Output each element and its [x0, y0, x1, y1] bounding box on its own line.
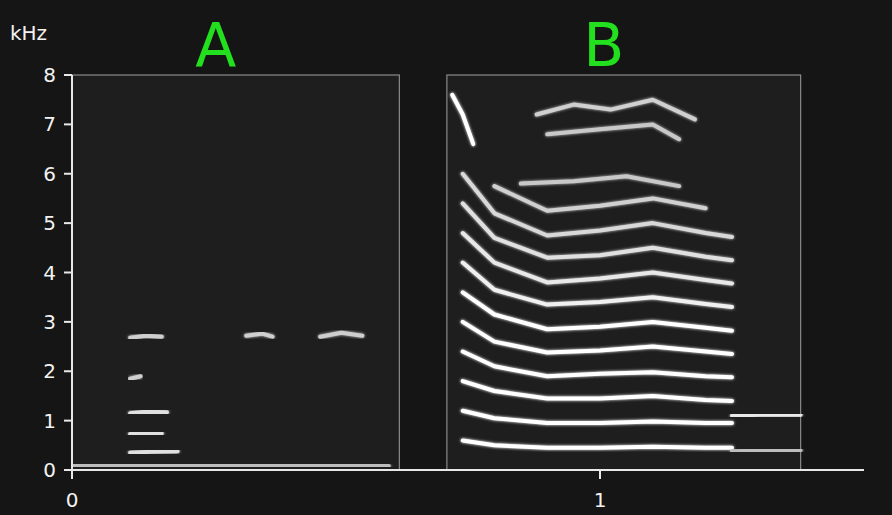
- panels: [72, 75, 801, 470]
- harmonic-trace: [463, 411, 732, 423]
- y-tick-label: 6: [43, 162, 56, 186]
- y-tick: [64, 420, 72, 422]
- harmonic-trace: [320, 333, 362, 337]
- harmonic-trace: [521, 176, 679, 186]
- harmonic-trace: [463, 174, 732, 237]
- panel-label: B: [583, 10, 624, 80]
- y-tick-label: 0: [43, 458, 56, 482]
- y-tick: [64, 370, 72, 372]
- harmonic-trace: [463, 292, 732, 331]
- panel-frame: [447, 75, 801, 470]
- y-tick: [64, 123, 72, 125]
- y-tick-label: 4: [43, 261, 56, 285]
- y-tick: [64, 74, 72, 76]
- y-tick-label: 7: [43, 112, 56, 136]
- x-tick: [599, 470, 601, 479]
- y-tick: [64, 321, 72, 323]
- harmonic-trace: [547, 124, 679, 139]
- harmonic-trace: [130, 412, 167, 414]
- harmonic-trace: [732, 448, 801, 453]
- harmonic-trace: [452, 95, 473, 144]
- harmonic-trace: [246, 334, 272, 337]
- y-tick: [64, 173, 72, 175]
- harmonic-trace: [72, 465, 389, 466]
- panel-frame: [72, 75, 399, 470]
- harmonic-trace: [130, 451, 178, 453]
- harmonic-trace: [732, 415, 801, 416]
- x-tick-label: 1: [594, 488, 607, 512]
- background: [0, 0, 892, 515]
- panel-label: A: [195, 10, 236, 80]
- y-tick-label: 1: [43, 409, 56, 433]
- harmonic-trace: [537, 100, 695, 120]
- harmonic-trace: [463, 352, 732, 378]
- x-axis-line: [72, 469, 864, 471]
- traces: [72, 95, 801, 466]
- y-tick-label: 8: [43, 63, 56, 87]
- harmonic-trace: [130, 336, 162, 338]
- y-tick-label: 2: [43, 359, 56, 383]
- axes: 0 1 2 3 4 5 6 7 8 0 1: [43, 63, 864, 512]
- y-tick-label: 5: [43, 211, 56, 235]
- harmonic-trace: [494, 186, 705, 211]
- harmonic-trace: [463, 381, 732, 401]
- harmonic-trace: [463, 440, 732, 447]
- harmonic-trace: [463, 263, 732, 308]
- x-tick-label: 0: [66, 488, 79, 512]
- harmonic-trace: [130, 376, 141, 379]
- y-tick: [64, 469, 72, 471]
- x-tick: [71, 470, 73, 479]
- y-axis-title: kHz: [10, 21, 47, 45]
- y-tick: [64, 272, 72, 274]
- harmonic-trace: [130, 433, 162, 434]
- spectrogram-chart: 0 1 2 3 4 5 6 7 8 0 1 kHz A B: [0, 0, 892, 515]
- y-tick-label: 3: [43, 310, 56, 334]
- y-tick: [64, 222, 72, 224]
